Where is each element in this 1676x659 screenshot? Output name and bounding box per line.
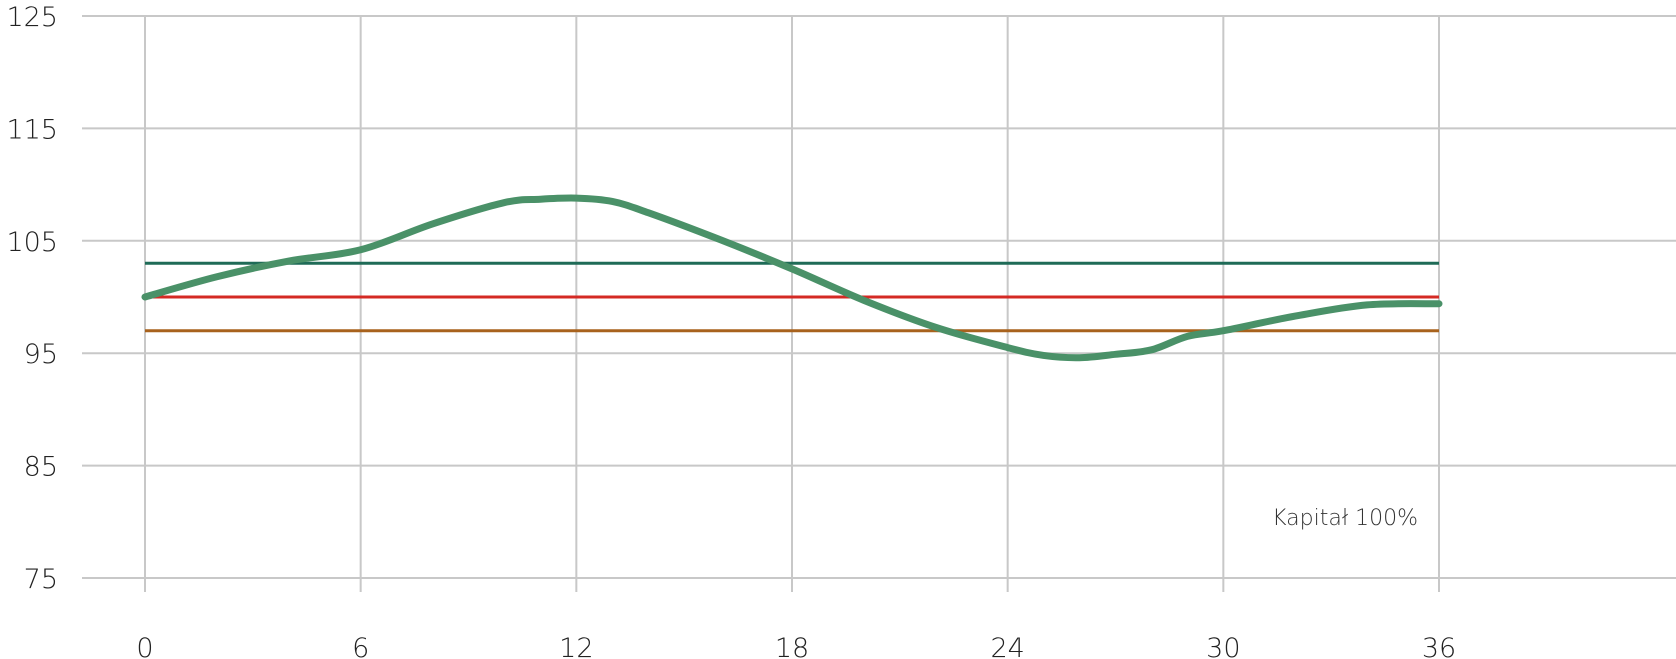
x-tick-label: 30 (1206, 633, 1240, 659)
tick-labels: 75 85 95 105 115 125 0 6 12 18 24 30 36 (6, 2, 1456, 659)
x-tick-label: 36 (1422, 633, 1456, 659)
series-line (141, 194, 1443, 362)
y-tick-label: 125 (6, 2, 58, 33)
annotation-label: Kapitał 100% (1272, 506, 1418, 531)
x-tick-label: 18 (775, 633, 809, 659)
y-tick-label: 115 (6, 114, 58, 145)
x-tick-label: 6 (352, 633, 369, 659)
series-lines (141, 194, 1443, 362)
y-tick-label: 75 (24, 564, 58, 595)
x-tick-label: 12 (559, 633, 593, 659)
y-tick-label: 95 (24, 339, 58, 370)
x-tick-label: 0 (136, 633, 153, 659)
x-tick-label: 24 (990, 633, 1024, 659)
y-tick-label: 105 (6, 227, 58, 258)
y-tick-label: 85 (24, 452, 58, 483)
